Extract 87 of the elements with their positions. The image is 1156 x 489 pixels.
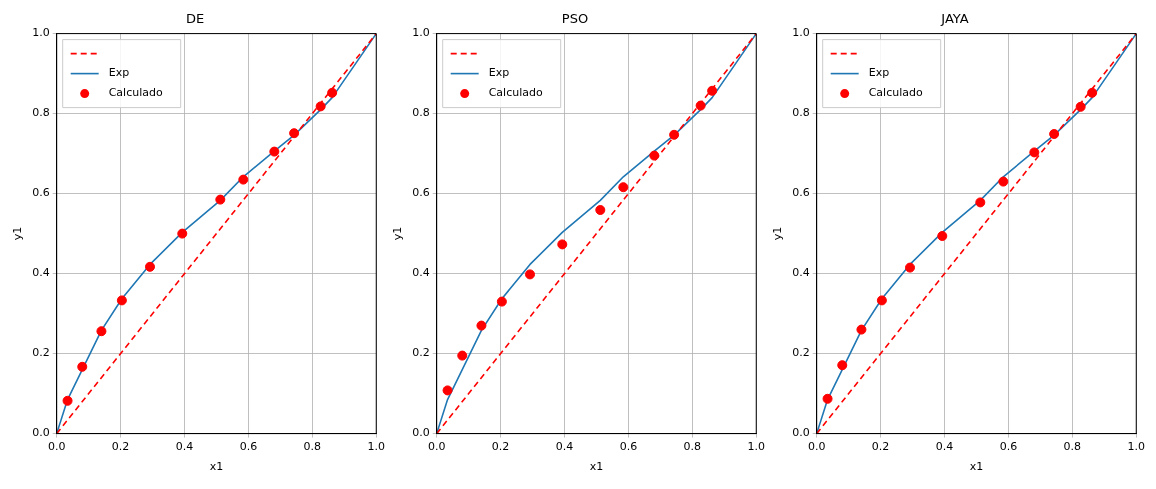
- y-axis-title: y1: [771, 226, 785, 241]
- point: [876, 295, 887, 306]
- point: [649, 150, 660, 161]
- x-tick-label: 0.2: [111, 440, 130, 454]
- point: [238, 174, 249, 185]
- y-tick-label: 0.2: [792, 346, 810, 360]
- x-tick-label: 0.4: [935, 440, 954, 454]
- x-axis-title: x1: [969, 460, 984, 474]
- x-axis-title: x1: [209, 460, 224, 474]
- point: [96, 326, 107, 337]
- y-tick-label: 1.0: [792, 26, 810, 40]
- x-tick-label: 0.0: [807, 440, 826, 454]
- x-tick-label: 1.0: [367, 440, 385, 454]
- y-axis-title: y1: [11, 226, 25, 241]
- point: [116, 295, 127, 306]
- x-tick-label: 0.4: [175, 440, 194, 454]
- point: [937, 231, 948, 241]
- y-tick-label: 0.4: [792, 266, 810, 280]
- point: [837, 360, 848, 371]
- point: [315, 101, 326, 112]
- y-tick-label: 1.0: [32, 26, 50, 40]
- point: [496, 296, 507, 307]
- y-tick-label: 0.6: [412, 186, 430, 200]
- point: [442, 385, 453, 396]
- point: [177, 228, 188, 239]
- point: [618, 182, 629, 193]
- x-tick-label: 0.2: [491, 440, 510, 454]
- x-tick-label: 0.8: [303, 440, 322, 454]
- x-tick-label: 0.6: [619, 440, 638, 454]
- point: [215, 194, 226, 205]
- y-tick-label: 0.8: [792, 106, 810, 120]
- y-tick-label: 0.2: [32, 346, 50, 360]
- x-tick-label: 0.6: [239, 440, 258, 454]
- legend-label: Exp: [108, 66, 130, 80]
- y-tick-label: 0.4: [32, 266, 50, 280]
- point: [145, 261, 156, 272]
- point: [975, 197, 986, 208]
- legend-label: Calculado: [868, 86, 923, 100]
- y-tick-label: 0.6: [32, 186, 50, 200]
- point: [1049, 129, 1060, 139]
- legend-label: Calculado: [108, 86, 163, 100]
- point: [669, 129, 680, 140]
- point: [1029, 147, 1040, 158]
- point: [557, 239, 568, 250]
- x-tick-label: 0.2: [871, 440, 890, 454]
- y-tick-label: 0.8: [412, 106, 430, 120]
- y-tick-label: 0.8: [32, 106, 50, 120]
- y-tick-label: 0.0: [32, 426, 50, 440]
- y-tick-label: 0.2: [412, 346, 430, 360]
- point: [327, 87, 338, 98]
- point: [457, 350, 468, 361]
- x-tick-label: 1.0: [747, 440, 765, 454]
- x-tick-label: 0.6: [999, 440, 1018, 454]
- y-tick-label: 1.0: [412, 26, 430, 40]
- chart-title: JAYA: [940, 11, 969, 27]
- point: [1075, 101, 1086, 112]
- point: [525, 269, 536, 280]
- y-tick-label: 0.6: [792, 186, 810, 200]
- y-axis-title: y1: [391, 226, 405, 241]
- x-tick-label: 0.8: [683, 440, 702, 454]
- legend-label: Exp: [488, 66, 510, 80]
- chart-title: PSO: [561, 11, 589, 27]
- legend-label: Exp: [868, 66, 890, 80]
- x-tick-label: 0.8: [1063, 440, 1082, 454]
- y-tick-label: 0.0: [792, 426, 810, 440]
- point: [822, 393, 833, 404]
- y-tick-label: 0.0: [412, 426, 430, 440]
- x-tick-label: 1.0: [1127, 440, 1145, 454]
- point: [1087, 87, 1098, 98]
- legend-label: Calculado: [488, 86, 543, 100]
- y-tick-label: 0.4: [412, 266, 430, 280]
- x-tick-label: 0.0: [427, 440, 446, 454]
- point: [695, 100, 706, 111]
- x-tick-label: 0.0: [47, 440, 66, 454]
- chart-title: DE: [185, 11, 205, 27]
- point: [289, 128, 300, 139]
- point: [77, 361, 88, 372]
- point: [905, 262, 916, 273]
- point: [707, 85, 718, 96]
- point: [856, 324, 867, 335]
- point: [595, 205, 606, 215]
- x-axis-title: x1: [589, 460, 604, 474]
- point: [62, 395, 73, 406]
- point: [998, 176, 1009, 187]
- point: [476, 320, 487, 331]
- x-tick-label: 0.4: [555, 440, 574, 454]
- point: [269, 146, 280, 157]
